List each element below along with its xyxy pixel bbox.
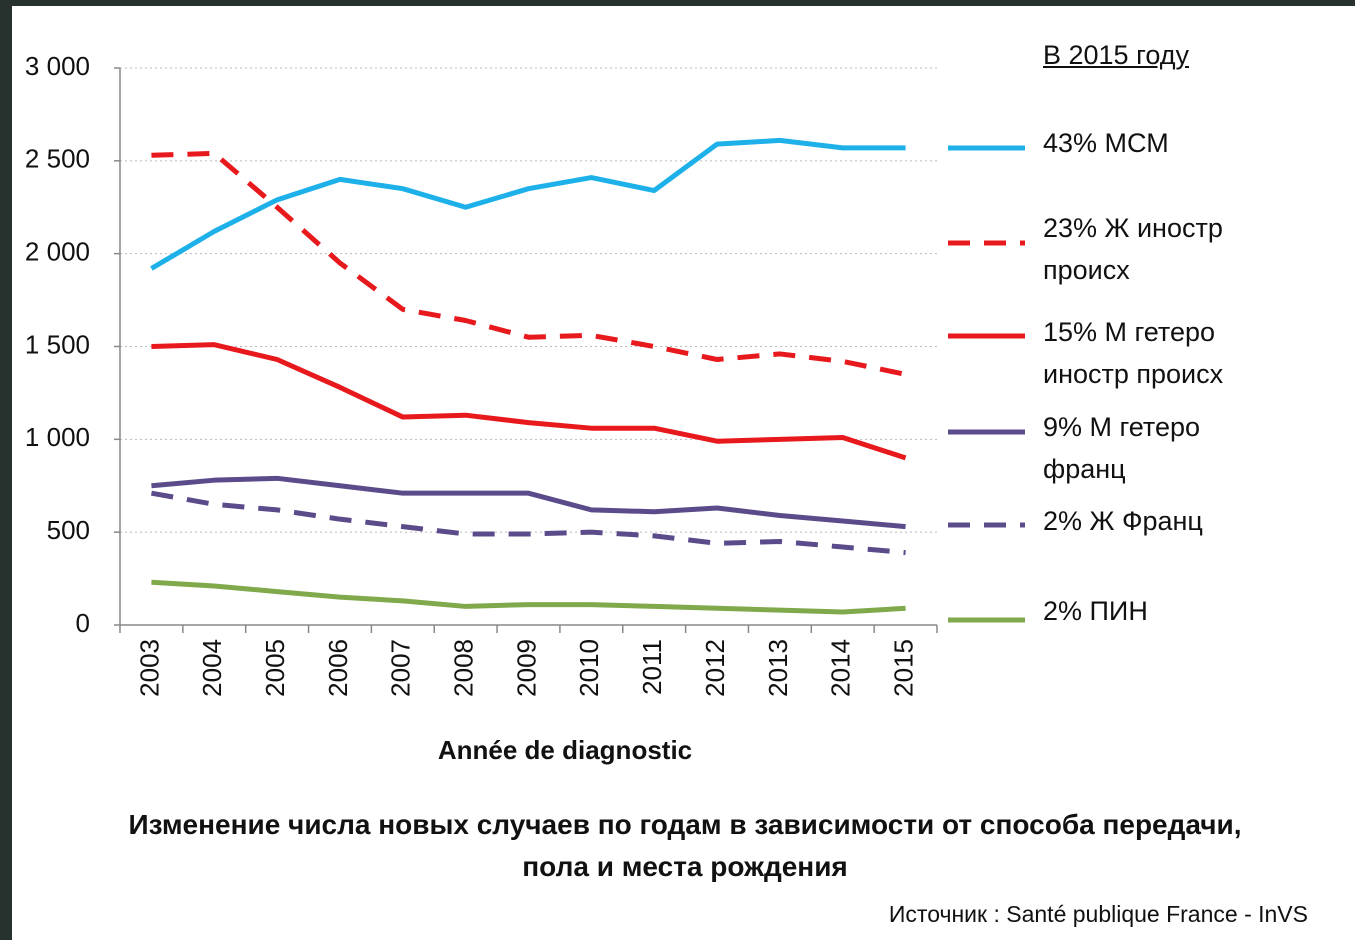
y-tick-label: 500 xyxy=(47,515,90,545)
source: Источник : Santé publique France - InVS xyxy=(888,901,1308,927)
legend-label: 15% М гетеро иностр происх xyxy=(1043,317,1224,389)
series-line xyxy=(151,150,907,377)
x-tick-label: 2005 xyxy=(260,639,290,697)
y-tick-label: 2 000 xyxy=(25,237,90,267)
y-tick-label: 1 000 xyxy=(25,422,90,452)
x-tick-label: 2003 xyxy=(134,639,164,697)
x-tick-label: 2011 xyxy=(637,639,667,695)
legend-label: 2% Ж Франц xyxy=(1043,506,1203,536)
legend-title: В 2015 году xyxy=(1043,40,1190,70)
chart-title: Изменение числа новых случаев по годам в… xyxy=(128,809,1242,882)
legend-label: 23% Ж иностр происх xyxy=(1043,213,1223,285)
y-tick-label: 3 000 xyxy=(25,51,90,81)
x-tick-label: 2010 xyxy=(574,639,604,697)
x-tick-label: 2004 xyxy=(197,639,227,697)
y-tick-label: 0 xyxy=(76,608,90,638)
x-tick-label: 2014 xyxy=(826,639,856,697)
series-line xyxy=(151,475,906,530)
x-tick-label: 2007 xyxy=(386,639,416,697)
series-line xyxy=(151,579,906,615)
x-tick-label: 2008 xyxy=(449,639,479,697)
series-line xyxy=(150,490,906,556)
x-axis-label: Année de diagnostic xyxy=(438,735,692,765)
x-tick-label: 2009 xyxy=(511,639,541,697)
series-line xyxy=(150,137,906,271)
slide xyxy=(12,6,1355,940)
x-tick-label: 2015 xyxy=(888,639,918,697)
legend-label: 2% ПИН xyxy=(1043,596,1148,626)
series-line xyxy=(151,342,907,461)
y-tick-label: 2 500 xyxy=(25,144,90,174)
legend-label: 9% М гетеро франц xyxy=(1043,412,1201,484)
x-tick-label: 2006 xyxy=(323,639,353,697)
y-tick-label: 1 500 xyxy=(25,329,90,359)
x-tick-label: 2013 xyxy=(763,639,793,697)
legend-label: 43% МСМ xyxy=(1043,128,1169,158)
x-tick-label: 2012 xyxy=(700,639,730,697)
